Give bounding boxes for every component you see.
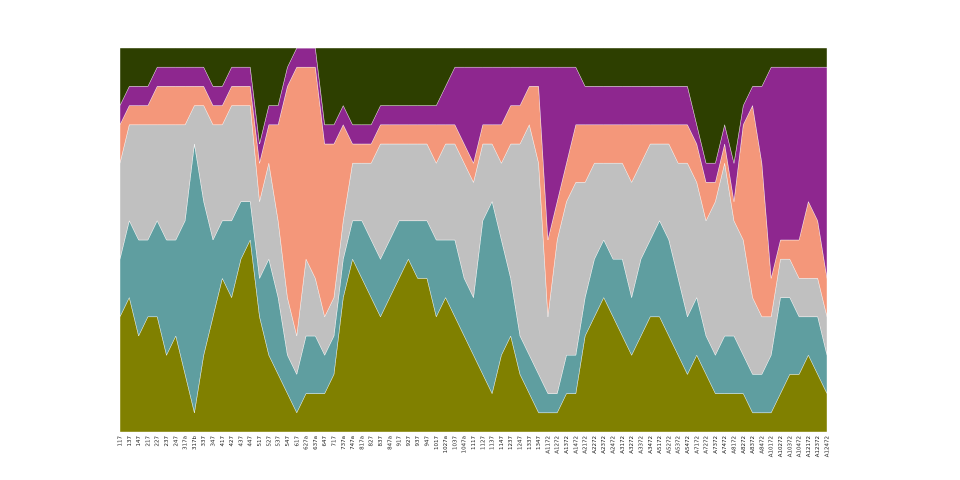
x-tick-label: 347 [211, 436, 217, 447]
x-tick-label: 147 [136, 436, 142, 447]
x-tick-label: A2172 [583, 436, 589, 454]
x-tick-label: 947 [424, 436, 430, 447]
x-tick-label: 927 [406, 436, 412, 447]
x-tick-label: 137 [127, 436, 133, 447]
x-tick-label: A12172 [806, 436, 812, 457]
x-tick-label: A12472 [825, 436, 831, 457]
x-tick-label: A5272 [666, 436, 672, 454]
x-tick-label: 747a [350, 436, 356, 450]
x-tick-label: 917 [397, 436, 403, 447]
x-tick-label: A3372 [638, 436, 644, 454]
x-tick-label: 717 [331, 436, 337, 447]
x-tick-label: 227 [155, 436, 161, 447]
x-tick-label: A7472 [722, 436, 728, 454]
x-tick-label: 1017 [434, 436, 440, 450]
x-tick-label: A1172 [545, 436, 551, 454]
x-tick-label: 417 [220, 436, 226, 447]
x-tick-label: 437 [238, 436, 244, 447]
x-tick-label: 247 [173, 436, 179, 447]
x-tick-label: 117 [118, 436, 124, 447]
x-tick-label: 1027a [443, 436, 449, 453]
x-tick-label: A3472 [648, 436, 654, 454]
x-tick-label: 1247 [518, 436, 524, 450]
x-tick-label: 527 [266, 436, 272, 447]
x-tick-label: 617 [294, 436, 300, 447]
x-tick-label: 837 [378, 436, 384, 447]
x-tick-label: 737a [341, 436, 347, 450]
x-tick-label: A1272 [555, 436, 561, 454]
x-tick-label: A10372 [787, 436, 793, 457]
x-tick-label: 1137 [490, 436, 496, 450]
x-tick-label: A8472 [759, 436, 765, 454]
x-tick-label: 627a [304, 436, 310, 450]
x-tick-label: 827 [369, 436, 375, 447]
x-tick-label: 517 [257, 436, 263, 447]
x-tick-label: 447 [248, 436, 254, 447]
area [119, 47, 828, 164]
x-tick-label: A10272 [778, 436, 784, 457]
x-tick-label: 637a [313, 436, 319, 450]
x-tick-label: 237 [164, 436, 170, 447]
x-tick-label: 1337 [527, 436, 533, 450]
x-tick-label: A10172 [769, 436, 775, 457]
x-tick-label: A3272 [629, 436, 635, 454]
x-tick-label: 1037 [452, 436, 458, 450]
x-tick-label: A1372 [564, 436, 570, 454]
x-tick-label: 427 [229, 436, 235, 447]
x-tick-label: 337 [201, 436, 207, 447]
x-tick-label: A8172 [731, 436, 737, 454]
x-tick-label: A7372 [713, 436, 719, 454]
x-tick-label: 847a [387, 436, 393, 450]
x-tick-label: A12372 [815, 436, 821, 457]
x-tick-label: 817a [359, 436, 365, 450]
x-tick-label: 547 [285, 436, 291, 447]
x-tick-label: A5372 [676, 436, 682, 454]
x-tick-label: 1147 [499, 436, 505, 450]
x-tick-label: A8272 [741, 436, 747, 454]
x-tick-label: A5472 [685, 436, 691, 454]
x-tick-label: A1472 [573, 436, 579, 454]
x-tick-label: A2472 [611, 436, 617, 454]
x-tick-label: 317a [183, 436, 189, 450]
x-tick-label: 1117 [471, 436, 477, 450]
x-tick-label: 317b [192, 436, 198, 450]
x-tick-label: 1237 [508, 436, 514, 450]
x-tick-label: A7172 [694, 436, 700, 454]
x-tick-label: A10472 [797, 436, 803, 457]
x-tick-label: 217 [145, 436, 151, 447]
x-tick-label: 1347 [536, 436, 542, 450]
x-tick-label: 1127 [480, 436, 486, 450]
x-tick-label: 937 [415, 436, 421, 447]
x-tick-label: 647 [322, 436, 328, 447]
x-tick-label: A7272 [704, 436, 710, 454]
x-tick-label: 1047a [462, 436, 468, 453]
x-tick-label: A2272 [592, 436, 598, 454]
x-tick-label: A2372 [601, 436, 607, 454]
x-tick-label: 537 [276, 436, 282, 447]
x-tick-label: A3172 [620, 436, 626, 454]
x-tick-label: A8372 [750, 436, 756, 454]
x-tick-label: A5172 [657, 436, 663, 454]
